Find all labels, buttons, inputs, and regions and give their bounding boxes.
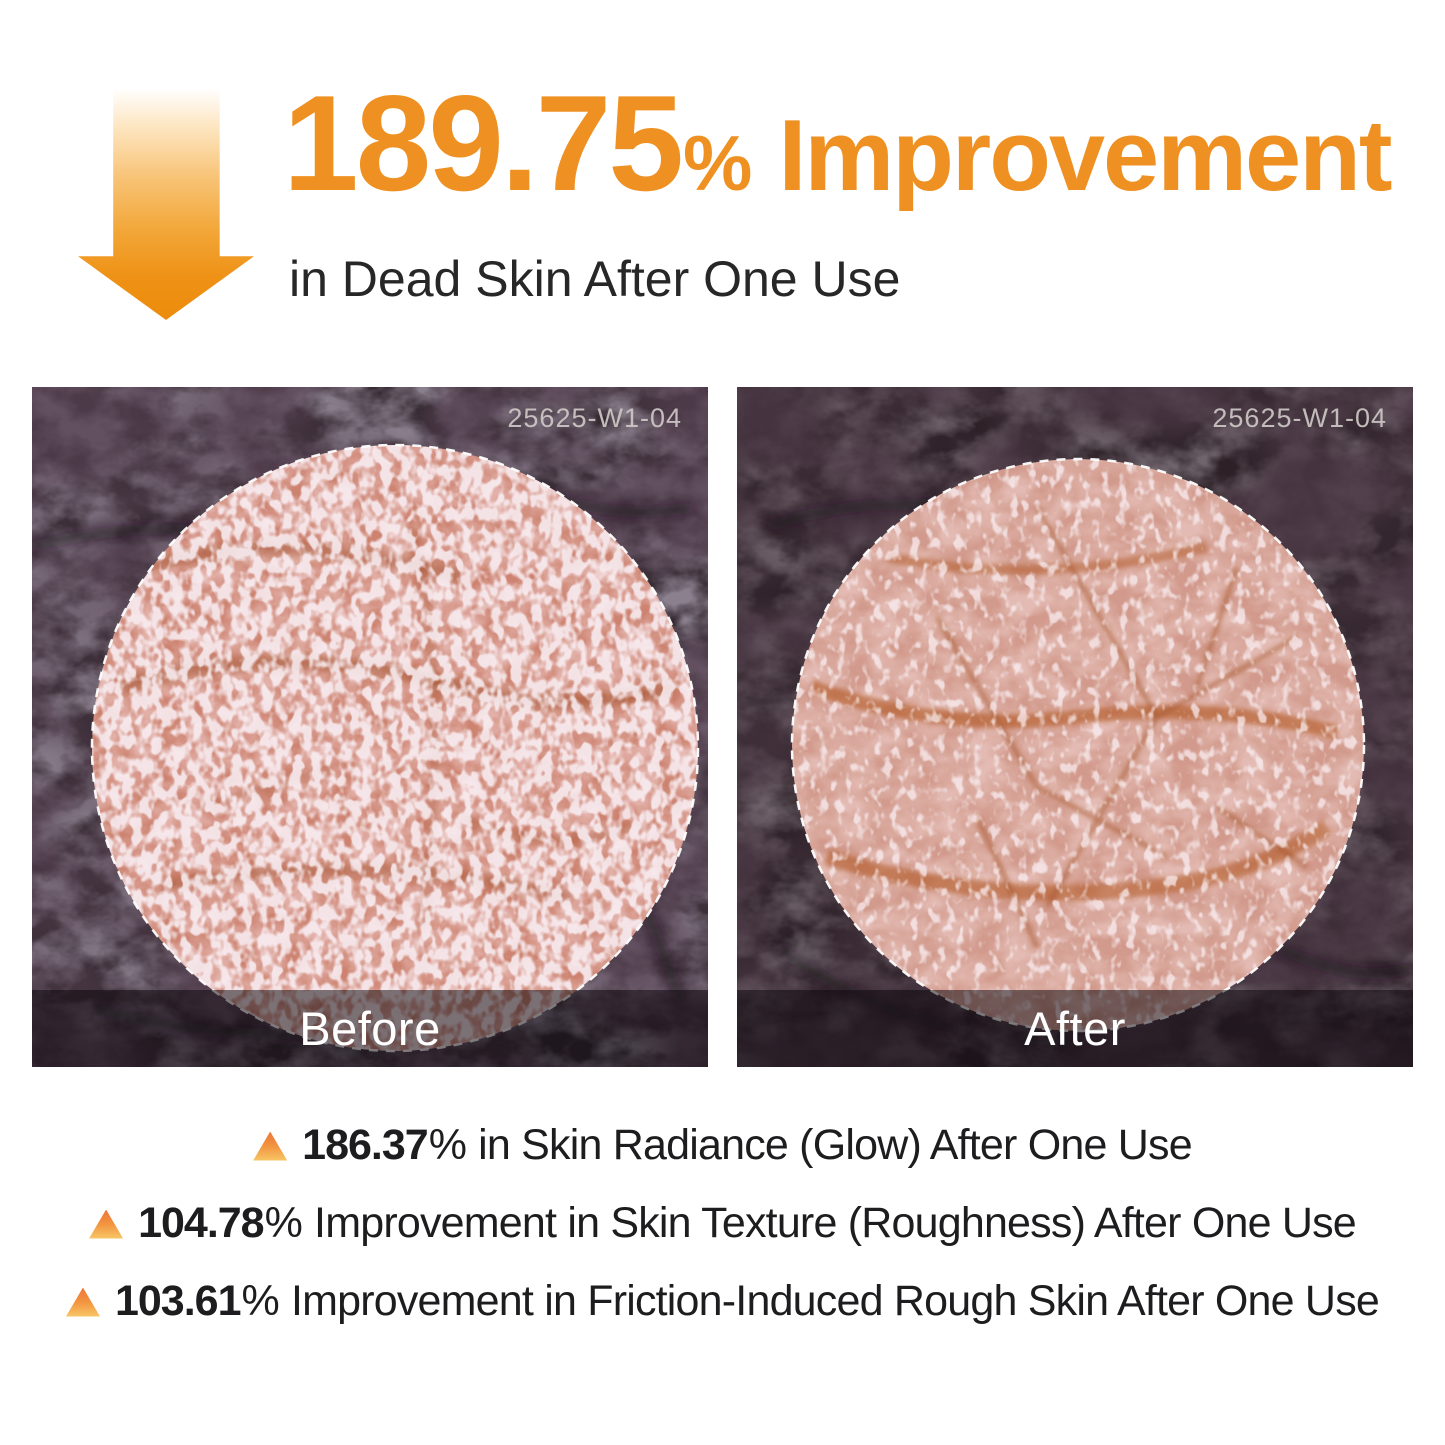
stat-description: Improvement in Skin Texture (Roughness) …: [314, 1198, 1357, 1247]
headline: 189.75 % Improvement: [283, 67, 1393, 219]
percent-sign: %: [428, 1120, 467, 1169]
sample-id-watermark: 25625-W1-04: [507, 403, 682, 433]
up-triangle-icon: [89, 1209, 124, 1239]
highlight-circle-dashed: [90, 443, 700, 1053]
stat-description: in Skin Radiance (Glow) After One Use: [478, 1120, 1192, 1169]
headline-subtitle: in Dead Skin After One Use: [289, 251, 901, 307]
stat-row-radiance: 186.37 % in Skin Radiance (Glow) After O…: [253, 1118, 1193, 1172]
after-label: After: [1024, 1002, 1126, 1055]
headline-stat-value: 189.75: [283, 67, 684, 219]
stat-row-friction: 103.61 % Improvement in Friction-Induced…: [65, 1274, 1380, 1328]
stat-value: 186.37: [302, 1120, 429, 1169]
headline-percent-sign: %: [682, 119, 753, 207]
percent-sign: %: [264, 1198, 303, 1247]
stat-value: 104.78: [138, 1198, 265, 1247]
percent-sign: %: [241, 1276, 280, 1325]
sample-id-watermark: 25625-W1-04: [1212, 403, 1387, 433]
headline-stat-label: Improvement: [778, 100, 1392, 212]
stat-row-texture: 104.78 % Improvement in Skin Texture (Ro…: [89, 1196, 1357, 1250]
stat-value: 103.61: [114, 1276, 242, 1325]
stat-list: 186.37 % in Skin Radiance (Glow) After O…: [0, 1118, 1445, 1352]
stat-description: Improvement in Friction-Induced Rough Sk…: [290, 1276, 1380, 1325]
caption-band: After: [737, 990, 1413, 1067]
before-label: Before: [299, 1002, 441, 1055]
down-arrow-icon: [78, 88, 254, 320]
up-triangle-icon: [65, 1287, 100, 1317]
after-photo: 25625-W1-04 After: [737, 387, 1413, 1067]
caption-band: Before: [32, 990, 708, 1067]
before-photo: 25625-W1-04 Before: [32, 387, 708, 1067]
up-triangle-icon: [253, 1131, 288, 1161]
before-skin-micrograph: [32, 387, 708, 1067]
after-skin-micrograph: [737, 387, 1413, 1067]
